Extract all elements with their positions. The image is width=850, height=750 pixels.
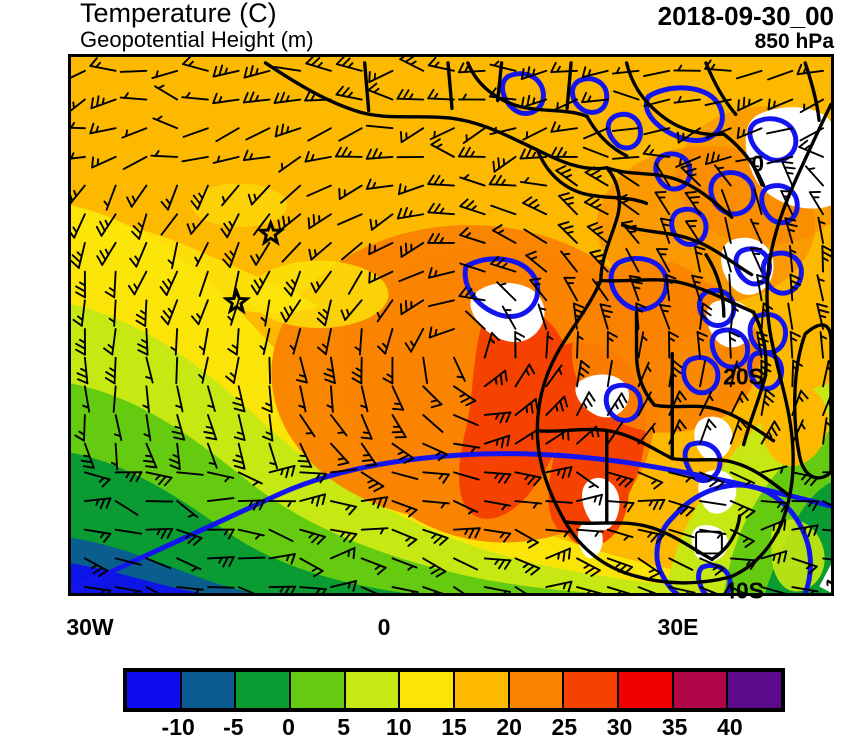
colorbar-band-4 [345,672,401,708]
colorbar-tick-30: 30 [606,714,633,740]
y-tick-30s [68,515,71,518]
station-star-marker-0 [256,218,286,246]
colorbar-band-7 [509,672,565,708]
x-tick-20w [191,593,194,596]
y-tick-10s [68,283,71,286]
colorbar-tick-20: 20 [496,714,522,740]
colorbar-tick-15: 15 [441,714,467,740]
y-axis-label-0: 0 [751,150,764,177]
y-axis-label-40s: 40S [723,577,764,604]
colorbar-tick-10: 10 [386,714,412,740]
colorbar-tick-0: 0 [282,714,295,740]
page-title-variable: Temperature (C) [80,0,277,28]
temperature-colorbar[interactable] [123,668,785,712]
x-tick-0 [387,593,390,596]
x-tick-40e [779,593,782,596]
colorbar-band-8 [564,672,620,708]
colorbar-band-5 [400,672,456,708]
colorbar-band-1 [181,672,237,708]
forecast-datetime: 2018-09-30_00 [657,1,834,31]
x-tick-30e [681,593,684,596]
x-axis-label-30e: 30E [657,614,699,640]
weather-map [71,57,831,593]
colorbar-tick-5: 5 [337,714,351,740]
pressure-level-label: 850 hPa [754,30,834,53]
colorbar-tick--10: -10 [161,714,195,740]
x-axis-label-0: 0 [377,614,391,640]
colorbar-tick-labels: -10 -5 0 5 10 15 20 25 30 35 40 [123,714,785,744]
y-tick-5s [68,225,71,228]
y-tick-40s [68,594,71,596]
y-tick-20s [68,380,71,383]
y-tick-0 [68,167,71,170]
station-star-marker-1 [222,287,252,315]
x-axis-label-30w: 30W [66,614,114,640]
colorbar-band-3 [291,672,346,708]
colorbar-tick--5: -5 [223,714,244,740]
colorbar-band-11 [728,672,782,708]
page-subtitle-overlay: Geopotential Height (m) [80,27,314,52]
colorbar-tick-40: 40 [717,714,743,740]
colorbar-tick-25: 25 [551,714,578,740]
colorbar-band-9 [619,672,674,708]
x-tick-10e [485,593,488,596]
x-tick-20e [583,593,586,596]
y-tick-15s [68,341,71,344]
y-tick-35s [68,573,71,576]
map-plot-area[interactable]: 1600 [68,54,834,596]
x-tick-30w [93,593,96,596]
colorbar-tick-35: 35 [661,714,688,740]
colorbar-band-6 [455,672,510,708]
y-tick-25s [68,457,71,460]
colorbar-band-2 [236,672,292,708]
colorbar-band-0 [127,672,182,708]
colorbar-band-10 [673,672,729,708]
y-axis-label-20s: 20S [723,363,764,390]
x-tick-10w [289,593,292,596]
